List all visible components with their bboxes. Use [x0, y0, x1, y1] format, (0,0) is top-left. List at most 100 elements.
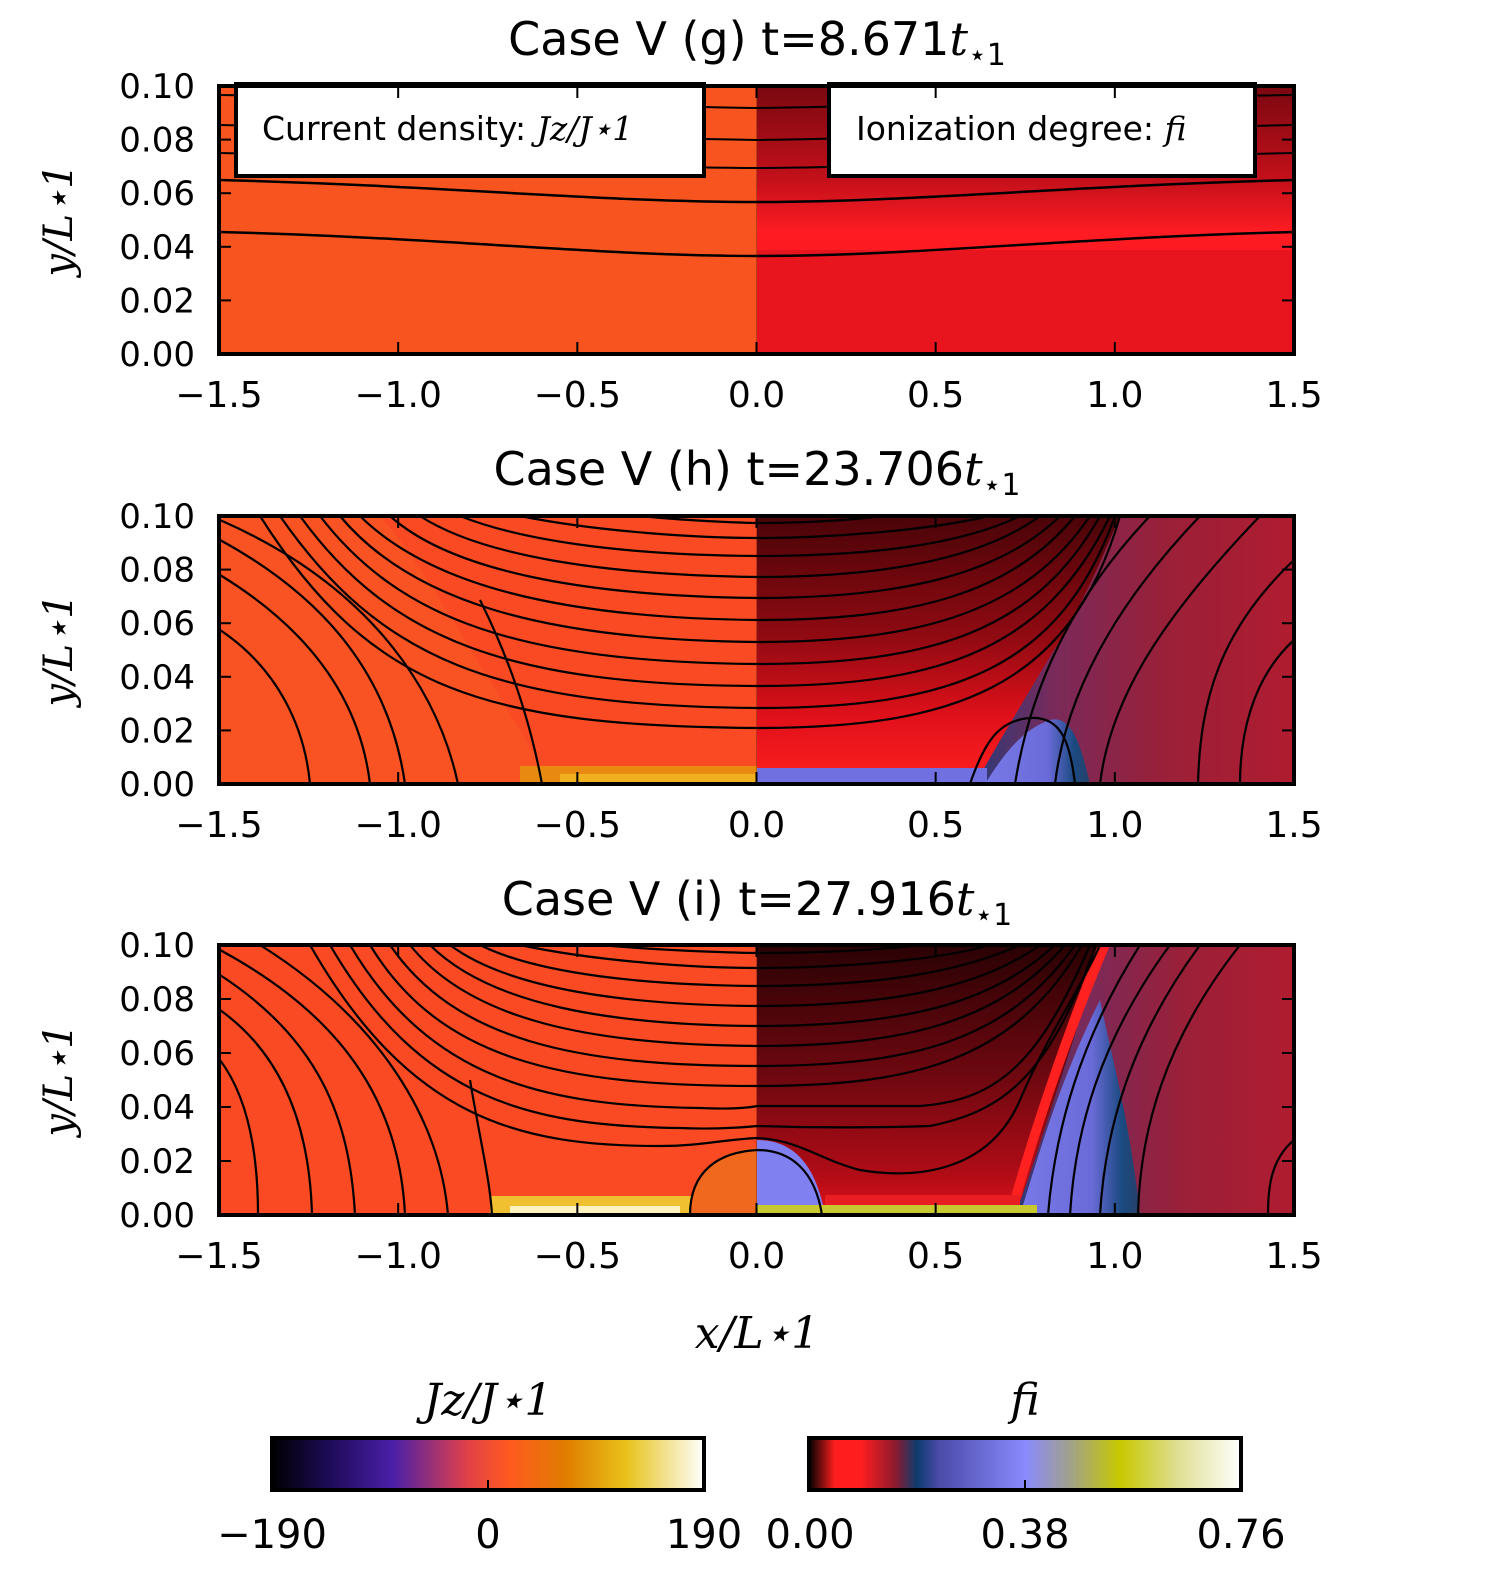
legend-right-text: Ionization degree:: [856, 109, 1165, 148]
panel-i-contour: [449, 944, 1041, 1008]
y-tick-label: 0.00: [119, 335, 195, 375]
panel-h-contour: [219, 629, 312, 785]
x-tick-label: −0.5: [534, 1236, 621, 1277]
y-tick-label: 0.10: [119, 67, 195, 107]
panel-i-red-sheet: [1010, 945, 1110, 1200]
y-tick-label: 0.04: [119, 658, 195, 698]
y-tick-label: 0.06: [119, 604, 195, 644]
panel-h-contour: [419, 515, 1041, 579]
colorbar-jz-tick-label: 190: [666, 1512, 742, 1558]
panel-h-contour: [219, 518, 460, 785]
panel-i-contour: [259, 944, 450, 1216]
y-tick-label: 0.00: [119, 765, 195, 805]
panel-i-contour: [369, 944, 1083, 1088]
panel-i-right-plasmoid: [757, 1140, 825, 1215]
panel-h-contour: [299, 515, 1111, 688]
panel-i-title: Case V (i) t=27.916t⋆1: [502, 872, 1013, 933]
y-tick-label: 0.02: [119, 711, 195, 751]
panel-h-contour: [259, 515, 1122, 730]
axes-layer: −1.5 −1.0 −0.5 0.0 0.5 1.0 1.5 0.00 0.02 0.04 0.06…: [36, 67, 1323, 1277]
x-tick-label: 0.0: [728, 375, 785, 416]
panel-h-contour: [319, 515, 1101, 666]
panel-h-yellow-floor-2: [560, 774, 757, 784]
panel-i-contour: [409, 944, 1066, 1048]
y-tick-label: 0.02: [119, 281, 195, 321]
panel-i-contour: [1136, 944, 1241, 1216]
panel-i: Case V (i) t=27.916t⋆1: [217, 872, 1296, 1217]
panel-i-contour: [349, 944, 1092, 1110]
panel-h-outer-region: [975, 516, 1294, 784]
panel-h-blue-floor: [757, 768, 987, 784]
panel-h-contour: [1098, 515, 1261, 785]
y-tick-label: 0.08: [119, 980, 195, 1020]
colorbar-jz-label: Jz/J⋆1: [416, 1375, 553, 1426]
panel-h-contour: [219, 574, 372, 785]
panel-i-contour: [219, 1009, 314, 1216]
panel-i-blue-floor-right: [757, 1205, 1037, 1215]
panel-i-left-plasmoid: [690, 1148, 757, 1215]
panel-i-contour: [389, 944, 1076, 1068]
panel-i-contour: [1098, 944, 1201, 1216]
y-tick-label: 0.08: [119, 121, 195, 161]
colorbar-fi: fi 0.00 0.38 0.76: [765, 1375, 1285, 1558]
panel-h-contour: [279, 515, 1117, 710]
x-tick-label: −0.5: [534, 805, 621, 846]
x-tick-label: 0.0: [728, 1236, 785, 1277]
colorbar-fi-tick-label: 0.76: [1196, 1512, 1285, 1558]
panel-h-left-orange-band: [220, 516, 560, 784]
panel-h-title: Case V (h) t=23.706t⋆1: [494, 442, 1021, 503]
x-tick-label: −1.0: [354, 375, 441, 416]
svg-text:Ionization degree: fi: Ionization degree: fi: [856, 109, 1187, 148]
panel-h-contour: [359, 515, 1076, 622]
panel-i-contour: [1046, 944, 1141, 1216]
panel-h-contour: [479, 599, 544, 785]
colorbar-fi-tick-label: 0.38: [980, 1512, 1069, 1558]
panel-i-contour: [1068, 944, 1171, 1216]
svg-text:Current density: Jz/J⋆1: Current density: Jz/J⋆1: [262, 109, 633, 148]
panel-i-blue-region: [1020, 1000, 1140, 1215]
y-tick-label: 0.08: [119, 551, 195, 591]
panel-g-contour-1: [218, 178, 1295, 204]
x-tick-label: −1.0: [354, 805, 441, 846]
panel-i-contour: [219, 974, 357, 1216]
panel-h-contour: [1238, 639, 1295, 785]
x-axis-label: x/L⋆1: [695, 1308, 819, 1359]
panel-i-white-floor: [510, 1206, 680, 1215]
panel-h-contour: [1196, 559, 1295, 785]
panel-i-contour: [309, 944, 1102, 1175]
panel-g-title: Case V (g) t=8.671t⋆1: [508, 12, 1006, 73]
x-tick-label: 1.0: [1086, 375, 1143, 416]
colorbar-jz: Jz/J⋆1 −190 0 190: [217, 1375, 742, 1558]
y-tick-label: 0.06: [119, 1034, 195, 1074]
x-tick-label: −1.5: [175, 1236, 262, 1277]
legend-left-box: Current density: Jz/J⋆1: [234, 82, 706, 178]
x-tick-label: 0.0: [728, 805, 785, 846]
panel-h: Case V (h) t=23.706t⋆1: [217, 442, 1296, 786]
colorbar-fi-label: fi: [1007, 1375, 1039, 1426]
x-tick-label: 1.0: [1086, 1236, 1143, 1277]
panel-i-contour: [688, 1148, 824, 1216]
legend-left-text: Current density:: [262, 109, 537, 148]
panel-g: Case V (g) t=8.671t⋆1 Current density: J…: [217, 12, 1296, 356]
y-tick-label: 0.10: [119, 926, 195, 966]
colorbar-fi-tick-label: 0.00: [765, 1512, 854, 1558]
panel-h-contours: [219, 514, 1295, 785]
panel-i-contour: [329, 944, 1098, 1130]
panel-i-contour: [219, 1059, 260, 1216]
y-tick-label: 0.04: [119, 228, 195, 268]
x-tick-label: −1.0: [354, 1236, 441, 1277]
panel-h-contour: [389, 515, 1061, 600]
panel-i-contour: [219, 949, 407, 1216]
panel-i-contours: [219, 943, 1295, 1216]
panel-h-contour: [339, 515, 1091, 644]
panel-h-contour: [219, 539, 407, 785]
y-axis-label: y/L⋆1: [36, 1023, 82, 1138]
x-tick-label: 1.5: [1265, 1236, 1322, 1277]
legend-right-box: Ionization degree: fi: [827, 82, 1257, 178]
x-tick-label: 0.5: [907, 1236, 964, 1277]
panel-h-contour: [459, 514, 1021, 558]
x-tick-label: −0.5: [534, 375, 621, 416]
y-axis-label: y/L⋆1: [36, 163, 82, 278]
panel-i-contour: [479, 943, 1021, 988]
